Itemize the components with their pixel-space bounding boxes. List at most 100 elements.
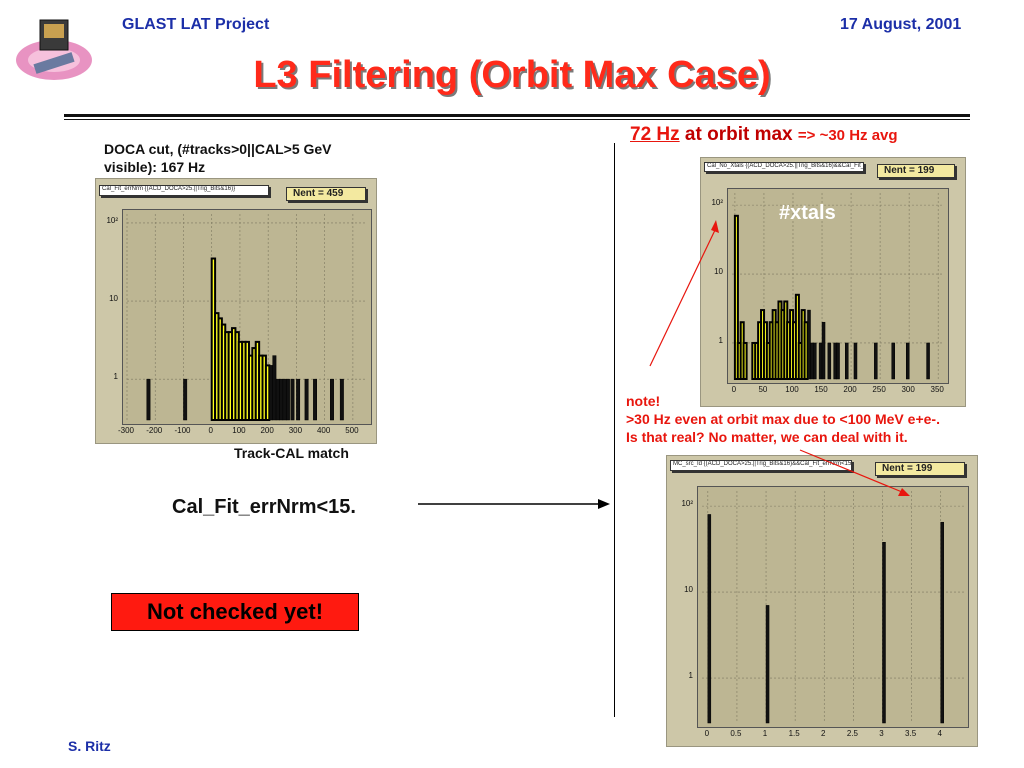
histogram-bar [940,521,944,724]
author: S. Ritz [68,738,111,754]
histogram-bar [874,342,878,380]
plot-area [122,209,372,425]
histogram-bar [905,342,910,380]
x-tick-label: 350 [930,385,944,394]
histogram-bar [183,378,188,421]
not-checked-badge: Not checked yet! [111,593,359,631]
x-tick-label: 500 [345,426,359,435]
chart-mc-src-id [702,491,964,724]
chart-xtals [732,193,944,381]
hist-mc-src-id: MC_src_Id {(ACD_DOCA>25.||Trig_Bits&16)&… [666,455,978,747]
note-title: note! [626,393,661,409]
project-name: GLAST LAT Project [122,16,270,33]
cut-arrow [418,499,610,509]
histogram-bar [821,321,826,380]
x-tick-label: -100 [174,426,191,435]
rate-avg: => ~30 Hz avg [797,127,898,144]
histogram-bar [285,378,290,421]
doca-caption-line2: visible): 167 Hz [104,159,206,175]
doca-caption: DOCA cut, (#tracks>0||CAL>5 GeV visible)… [104,140,404,176]
y-tick-label: 10² [711,198,723,208]
xtals-label: #xtals [779,202,836,224]
x-tick-label: 3 [879,729,884,738]
histogram-bar [296,378,301,421]
histogram-bar [813,342,817,380]
x-tick-label: 300 [288,426,303,435]
hist-nent: Nent = 459 [286,187,366,201]
x-tick-label: 0.5 [730,729,742,738]
histogram-bar [836,342,840,380]
histogram-bar [330,378,334,421]
histogram-bar [845,342,849,380]
histogram-bar [882,542,886,724]
x-tick-label: 4 [937,729,942,738]
histogram-bar [765,605,770,724]
rate-link: 72 Hz [630,124,680,145]
x-tick-label: 0 [704,729,710,738]
x-tick-label: 100 [785,385,799,394]
title-rule-thin [64,119,970,120]
x-tick-label: 400 [316,426,331,435]
x-tick-label: 2.5 [846,729,858,738]
chart-track-cal [126,214,367,422]
y-tick-label: 1 [718,335,723,345]
x-axis-label: Track-CAL match [234,445,349,461]
x-tick-label: -200 [146,426,163,435]
y-tick-label: 1 [113,372,118,382]
slide-title: L3 Filtering (Orbit Max Case) [253,54,771,96]
x-tick-label: 300 [901,385,915,394]
histogram-bar [742,341,748,380]
x-tick-label: 200 [843,385,857,394]
x-tick-label: 2 [821,729,826,738]
x-tick-label: 1.5 [788,729,800,738]
x-tick-label: 100 [232,426,246,435]
x-tick-label: 50 [758,385,768,394]
x-tick-label: 150 [814,385,828,394]
rate-line: 72 Hz at orbit max => ~30 Hz avg [630,124,898,146]
hist-cal-fit-errnrm: Cal_Fit_errNrm {(ACD_DOCA>25.||Trig_Bits… [95,178,377,444]
histogram-bar [290,378,295,421]
hist-title: Cal_No_Xtals {(ACD_DOCA>25.||Trig_Bits&1… [704,162,864,172]
column-divider [614,143,615,717]
x-tick-label: -300 [117,426,134,435]
hist-title: Cal_Fit_errNrm {(ACD_DOCA>25.||Trig_Bits… [99,185,269,196]
histogram-bar [304,378,309,421]
histogram-bar [891,342,895,380]
rate-text: at orbit max [679,124,798,145]
x-tick-label: 1 [762,729,768,738]
histogram-bar [853,342,858,380]
y-tick-label: 1 [688,671,693,681]
title-rule [64,114,970,117]
x-tick-label: 200 [260,426,274,435]
chart-ticks: 0 50 100 150 200 250 300 350 1 10 10² [701,158,965,406]
cut-label: Cal_Fit_errNrm<15. [172,496,356,518]
y-tick-label: 10² [106,215,118,225]
plot-area [727,188,949,384]
y-tick-label: 10² [681,499,693,509]
histogram-bar [707,514,712,724]
histogram-bar [339,378,344,421]
slide-date: 17 August, 2001 [840,16,962,33]
y-tick-label: 10 [684,585,693,595]
note-line2: Is that real? No matter, we can deal wit… [626,429,908,445]
note-line1: >30 Hz even at orbit max due to <100 MeV… [626,411,940,427]
x-tick-label: 3.5 [905,729,917,738]
chart-ticks: 0 0.5 1 1.5 2 2.5 3 3.5 4 1 10 10² [667,456,977,746]
histogram-bar [733,214,739,381]
chart-ticks: -300 -200 -100 0 100 200 300 400 500 1 10 10² [96,179,376,443]
hist-xtals: Cal_No_Xtals {(ACD_DOCA>25.||Trig_Bits&1… [700,157,966,407]
glast-satellite-icon [16,19,92,80]
y-tick-label: 10 [109,294,118,304]
x-tick-label: 250 [872,385,886,394]
glast-logo [14,14,100,84]
x-tick-label: 0 [731,385,737,394]
hist-nent: Nent = 199 [877,164,955,178]
plot-area [697,486,969,728]
doca-caption-line1: DOCA cut, (#tracks>0||CAL>5 GeV [104,141,332,157]
x-tick-label: 0 [208,426,213,435]
histogram-bar [827,342,832,380]
note-block: note! >30 Hz even at orbit max due to <1… [626,392,1021,446]
histogram-bar [926,342,930,380]
histogram-bar [313,378,317,421]
y-tick-label: 10 [714,267,723,277]
